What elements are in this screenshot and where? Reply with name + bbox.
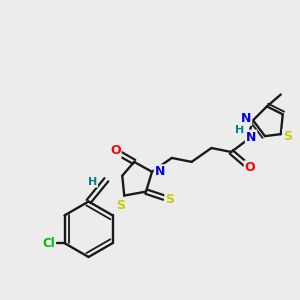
Text: H: H bbox=[235, 125, 244, 135]
Text: S: S bbox=[283, 130, 292, 142]
Text: S: S bbox=[165, 193, 174, 206]
Text: O: O bbox=[245, 161, 255, 174]
Text: N: N bbox=[246, 130, 256, 144]
Text: N: N bbox=[155, 165, 165, 178]
Text: Cl: Cl bbox=[42, 237, 55, 250]
Text: N: N bbox=[241, 112, 251, 125]
Text: S: S bbox=[116, 199, 125, 212]
Text: O: O bbox=[110, 145, 121, 158]
Text: H: H bbox=[88, 177, 97, 187]
